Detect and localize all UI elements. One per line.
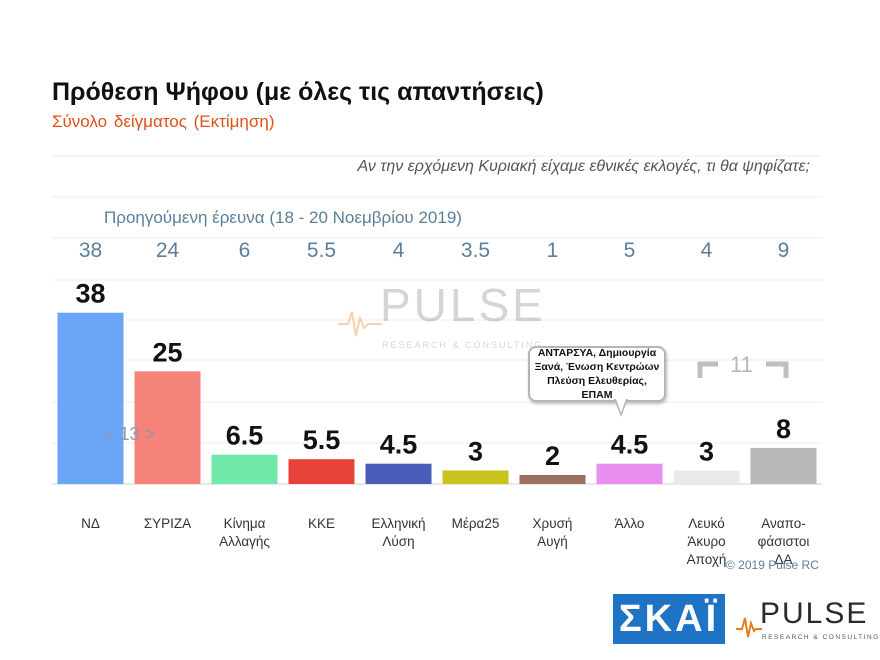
bar — [596, 463, 663, 484]
value-label: 2 — [545, 441, 560, 471]
value-label: 3 — [699, 436, 714, 466]
bar — [442, 470, 509, 484]
bar — [750, 447, 817, 484]
pulse-logo-subtitle: RESEARCH & CONSULTING — [762, 634, 880, 641]
group-11-bracket — [697, 361, 789, 378]
category-label: Ελληνική — [371, 516, 425, 531]
value-label: 38 — [75, 279, 105, 309]
category-label: Λευκό — [688, 516, 725, 531]
pulse-wave-icon — [338, 311, 382, 337]
value-label: 4.5 — [380, 430, 418, 460]
watermark-subtitle: RESEARCH & CONSULTING — [382, 340, 544, 350]
previous-survey-label: Προηγούμενη έρευνα (18 - 20 Νοεμβρίου 20… — [104, 208, 462, 227]
watermark-word: PULSE — [380, 279, 546, 331]
previous-value: 1 — [547, 239, 559, 262]
callout-tail-inner — [616, 399, 626, 413]
bar — [134, 371, 201, 484]
bar — [57, 312, 124, 484]
category-label: Αλλαγής — [219, 534, 270, 549]
bars — [57, 312, 817, 484]
category-label: ΝΔ — [81, 516, 100, 531]
category-label: Αναπο- — [761, 516, 805, 531]
previous-value: 24 — [156, 239, 180, 262]
previous-value: 6 — [239, 239, 251, 262]
bar — [211, 454, 278, 484]
category-label: Λύση — [382, 534, 414, 549]
bar — [673, 470, 740, 484]
previous-values: 38 24 6 5.5 4 3.5 1 5 4 9 — [79, 239, 790, 262]
value-label: 4.5 — [611, 430, 649, 460]
pulse-wave-icon — [736, 617, 762, 638]
value-label: 3 — [468, 436, 483, 466]
previous-value: 5 — [624, 239, 636, 262]
group-13-label: < 13 > — [104, 424, 156, 444]
copyright: © 2019 Pulse RC — [726, 558, 819, 572]
previous-value: 4 — [393, 239, 405, 262]
previous-value: 3.5 — [461, 239, 490, 262]
category-label: ΣΥΡΙΖΑ — [144, 516, 191, 531]
pulse-watermark: PULSE RESEARCH & CONSULTING — [338, 278, 548, 354]
category-label: Κίνημα — [224, 516, 266, 531]
category-label: Άκυρο — [687, 534, 725, 549]
category-labels: ΝΔ ΣΥΡΙΖΑ Κίνημα Αλλαγής ΚΚΕ Ελληνική Λύση Μέρα… — [81, 516, 809, 567]
category-label: Χρυσή — [533, 516, 573, 531]
category-label: φάσιστοι — [758, 534, 810, 549]
previous-value: 4 — [701, 239, 713, 262]
pulse-logo-word: PULSE — [760, 597, 869, 630]
category-label: Αποχή — [687, 552, 727, 567]
category-label: Άλλο — [615, 516, 645, 531]
category-label: ΚΚΕ — [308, 516, 335, 531]
category-label: Αυγή — [537, 534, 568, 549]
survey-question: Αν την ερχόμενη Κυριακή είχαμε εθνικές ε… — [357, 158, 810, 175]
pulse-logo: PULSE RESEARCH & CONSULTING — [736, 597, 878, 647]
chart-title: Πρόθεση Ψήφου (με όλες τις απαντήσεις) — [52, 78, 544, 106]
category-label: ΔΑ — [774, 552, 792, 567]
chart-subtitle: Σύνολο δείγματος (Εκτίμηση) — [52, 112, 275, 131]
bar — [365, 463, 432, 484]
value-label: 6.5 — [226, 421, 264, 451]
group-11-label: 11 — [730, 352, 753, 377]
previous-value: 5.5 — [307, 239, 336, 262]
previous-value: 9 — [778, 239, 790, 262]
bar — [288, 459, 355, 484]
value-label: 25 — [152, 337, 182, 367]
other-parties-callout: ΑΝΤΑΡΣΥΑ, Δημιουργία Ξανά, Ένωση Κεντρώω… — [528, 346, 666, 402]
bar — [519, 474, 586, 484]
value-label: 8 — [776, 414, 791, 444]
value-label: 5.5 — [303, 425, 341, 455]
category-label: Μέρα25 — [452, 516, 500, 531]
skai-logo: ΣΚΑΪ — [613, 594, 725, 644]
previous-value: 38 — [79, 239, 102, 262]
